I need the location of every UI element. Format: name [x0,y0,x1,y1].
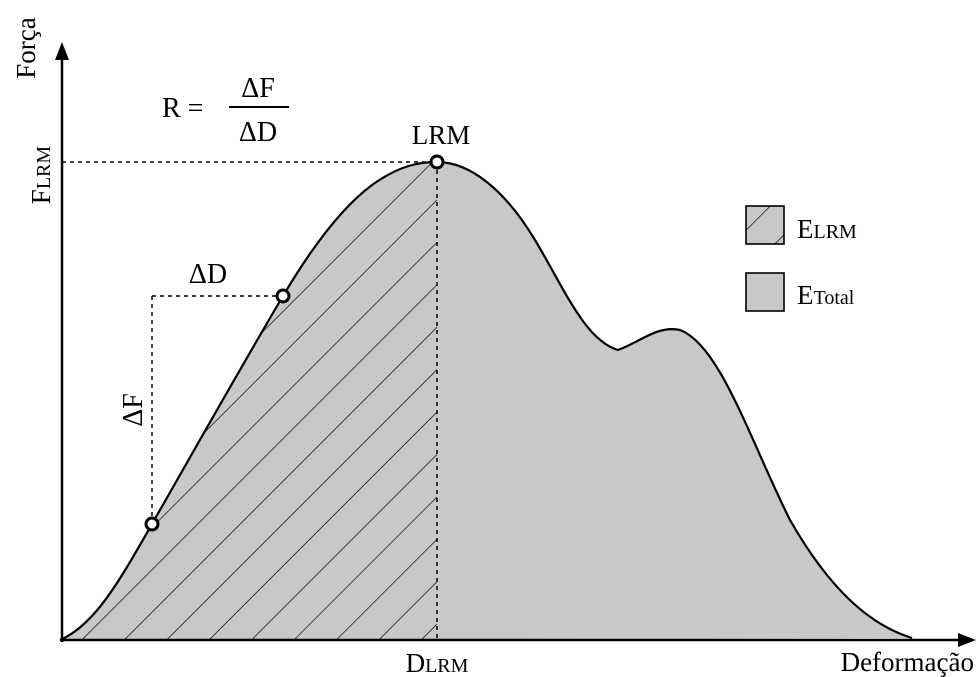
x-axis-label: Deformação [841,647,974,677]
d-lrm-label: DLRM [406,648,469,677]
formula-denominator: ΔD [239,117,277,148]
delta-f-label: ΔF [118,393,149,427]
legend-item-elrm: ELRM [797,214,857,244]
legend-etotal-main: E [797,280,814,310]
formula-numerator: ΔF [241,73,275,104]
legend: ELRM ETotal [745,205,857,312]
upper-slope-point [275,288,291,304]
legend-swatch-solid [745,272,785,312]
legend-elrm-sub: LRM [814,221,858,243]
lower-slope-point [144,516,160,532]
f-lrm-sub: LRM [33,146,55,190]
legend-swatch-hatched [746,206,784,244]
formula-lhs: R = [162,93,203,124]
d-lrm-main: D [406,648,426,677]
legend-elrm-main: E [797,214,814,244]
y-axis-arrow [55,42,69,60]
f-lrm-main: F [26,189,56,204]
legend-etotal-sub: Total [814,287,855,309]
legend-swatch-hatched-border [745,205,785,245]
peak-label: LRM [412,120,471,150]
delta-d-label: ΔD [189,259,227,290]
x-axis-arrow [958,633,976,647]
force-curve [59,160,913,642]
y-axis-label: Força [11,17,41,78]
d-lrm-sub: LRM [425,655,469,677]
legend-item-etotal: ETotal [797,280,855,310]
f-lrm-label: FLRM [26,146,56,205]
lrm-point [429,154,445,170]
